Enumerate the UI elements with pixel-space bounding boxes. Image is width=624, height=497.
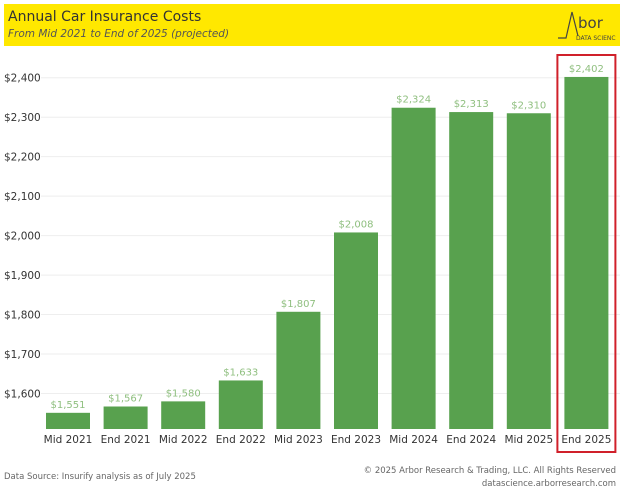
x-tick-label: Mid 2025 <box>504 434 553 446</box>
data-label: $1,580 <box>166 388 201 399</box>
bar <box>506 113 551 430</box>
bar <box>218 380 263 429</box>
bar <box>161 401 206 429</box>
data-label: $1,551 <box>51 400 86 411</box>
bar-chart: $1,600 $1,700 $1,800 $1,900 $2,000 $2,100 $2,2… <box>4 54 620 453</box>
x-tick-label: Mid 2022 <box>159 434 208 446</box>
x-tick-label: End 2022 <box>216 434 266 446</box>
x-tick-label: Mid 2024 <box>389 434 438 446</box>
y-tick-label: $2,000 <box>4 231 41 243</box>
data-label: $1,807 <box>281 299 316 310</box>
y-tick-label: $1,600 <box>4 388 41 400</box>
bar <box>276 311 321 429</box>
x-tick-label: Mid 2023 <box>274 434 323 446</box>
data-label: $1,567 <box>108 394 143 405</box>
data-label: $1,633 <box>223 367 258 378</box>
x-tick-label: End 2021 <box>101 434 151 446</box>
y-tick-label: $1,700 <box>4 349 41 361</box>
header-banner: Annual Car Insurance Costs From Mid 2021… <box>4 4 620 46</box>
y-tick-label: $1,800 <box>4 310 41 322</box>
svg-text:bor: bor <box>578 14 604 32</box>
data-label: $2,313 <box>454 99 489 110</box>
website: datascience.arborresearch.com <box>481 479 616 489</box>
bar <box>103 406 148 429</box>
x-tick-label: End 2025 <box>561 434 611 446</box>
y-tick-label: $1,900 <box>4 270 41 282</box>
data-source: Data Source: Insurify analysis as of Jul… <box>4 472 196 482</box>
bar <box>391 107 436 429</box>
y-tick-label: $2,200 <box>4 152 41 164</box>
data-label: $2,324 <box>396 95 431 106</box>
x-tick-label: Mid 2021 <box>44 434 93 446</box>
copyright-block: © 2025 Arbor Research & Trading, LLC. Al… <box>364 465 616 491</box>
chart-title: Annual Car Insurance Costs <box>8 9 202 25</box>
data-label: $2,008 <box>339 219 374 230</box>
svg-text:DATA SCIENCE: DATA SCIENCE <box>576 35 616 42</box>
data-label: $2,310 <box>511 100 546 111</box>
chart-subtitle: From Mid 2021 to End of 2025 (projected) <box>8 28 230 40</box>
y-tick-label: $2,100 <box>4 191 41 203</box>
y-tick-label: $2,300 <box>4 112 41 124</box>
bar <box>46 412 90 429</box>
data-label: $2,402 <box>569 64 604 75</box>
highlight-box <box>556 54 617 453</box>
copyright: © 2025 Arbor Research & Trading, LLC. Al… <box>363 466 616 476</box>
bar <box>449 112 494 429</box>
y-tick-label: $2,400 <box>4 73 41 85</box>
arbor-logo: bor DATA SCIENCE <box>558 11 616 42</box>
bar <box>564 76 609 430</box>
x-tick-label: End 2024 <box>446 434 496 446</box>
bar <box>334 232 378 429</box>
x-tick-label: End 2023 <box>331 434 381 446</box>
